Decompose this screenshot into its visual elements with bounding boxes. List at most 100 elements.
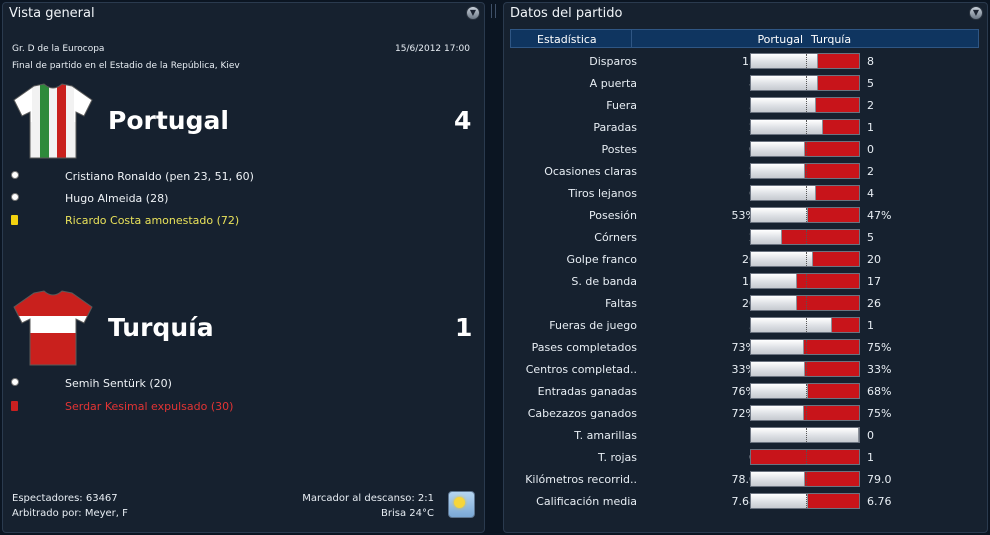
stat-row: Postes00 [510, 140, 979, 158]
bar-midline [806, 252, 807, 266]
stat-label: Golpe franco [566, 253, 637, 266]
event-text[interactable]: Serdar Kesimal expulsado (30) [65, 400, 234, 413]
bar-midline [806, 208, 807, 222]
home-team-name[interactable]: Portugal [108, 106, 229, 135]
stat-away-value: 1 [867, 319, 874, 332]
home-column-header[interactable]: Portugal [757, 33, 803, 46]
away-team-score: 1 [455, 313, 473, 342]
stat-comparison-bar [750, 229, 860, 245]
bar-midline [806, 384, 807, 398]
stat-label: Tiros lejanos [568, 187, 637, 200]
stat-away-value: 0 [867, 143, 874, 156]
away-team-name[interactable]: Turquía [108, 313, 214, 342]
stat-row: Disparos 13 8 [510, 52, 979, 70]
stat-home-bar [751, 494, 808, 508]
stat-label: Posesión [589, 209, 637, 222]
stat-away-value: 0 [867, 429, 874, 442]
stat-label: Kilómetros recorrid.. [525, 473, 637, 486]
away-column-header[interactable]: Turquía [811, 33, 852, 46]
ball-icon [11, 193, 19, 201]
stat-label: Centros completad.. [525, 363, 637, 376]
stat-comparison-bar [750, 295, 860, 311]
stat-comparison-bar [750, 317, 860, 333]
stat-row: Cabezazos ganados 72% 75% [510, 404, 979, 422]
stat-away-value: 5 [867, 231, 874, 244]
stat-row: Faltas 20 26 [510, 294, 979, 312]
stat-label: T. rojas [598, 451, 637, 464]
stat-comparison-bar [750, 405, 860, 421]
event-text[interactable]: Hugo Almeida (28) [65, 192, 169, 205]
stat-away-value: 20 [867, 253, 881, 266]
stat-label: Disparos [589, 55, 637, 68]
home-event-goal: Cristiano Ronaldo (pen 23, 51, 60) [10, 170, 310, 184]
stat-comparison-bar [750, 273, 860, 289]
stat-home-bar [751, 120, 823, 134]
stat-row: Entradas ganadas 76% 68% [510, 382, 979, 400]
panel-menu-chevron-icon[interactable]: ▼ [969, 6, 983, 20]
stat-comparison-bar [750, 339, 860, 355]
bar-midline [806, 428, 807, 442]
stat-home-bar [751, 472, 805, 486]
stat-away-value: 17 [867, 275, 881, 288]
stat-label: Faltas [605, 297, 637, 310]
stat-label: Córners [594, 231, 637, 244]
stat-label: T. amarillas [574, 429, 637, 442]
stat-home-bar [751, 384, 808, 398]
away-event-goal: Semih Sentürk (20) [10, 377, 310, 391]
match-venue-status: Final de partido en el Estadio de la Rep… [12, 61, 240, 71]
stat-column-header[interactable]: Estadística [537, 33, 597, 46]
bar-midline [806, 406, 807, 420]
bar-midline [806, 120, 807, 134]
stat-label: Cabezazos ganados [527, 407, 637, 420]
stat-home-bar [751, 296, 797, 310]
bar-midline [806, 450, 807, 464]
stat-comparison-bar [750, 493, 860, 509]
stat-away-value: 1 [867, 451, 874, 464]
panel-splitter[interactable] [489, 2, 499, 533]
stat-comparison-bar [750, 75, 860, 91]
stat-row: S. de banda 13 17 [510, 272, 979, 290]
stat-away-value: 6.76 [867, 495, 892, 508]
stat-home-value: 72% [731, 407, 756, 420]
bar-midline [806, 186, 807, 200]
stat-home-bar [751, 362, 805, 376]
stat-row: Golpe franco 26 20 [510, 250, 979, 268]
competition-label: Gr. D de la Eurocopa [12, 44, 105, 54]
stat-home-bar [751, 164, 805, 178]
stat-label: Fueras de juego [549, 319, 637, 332]
panel-menu-chevron-icon[interactable]: ▼ [466, 6, 480, 20]
stat-comparison-bar [750, 449, 860, 465]
stat-comparison-bar [750, 163, 860, 179]
stat-label: Paradas [593, 121, 637, 134]
event-text[interactable]: Cristiano Ronaldo (pen 23, 51, 60) [65, 170, 254, 183]
match-stats-panel: Datos del partido ▼ [503, 2, 988, 533]
stat-comparison-bar [750, 119, 860, 135]
bar-midline [806, 362, 807, 376]
stat-comparison-bar [750, 471, 860, 487]
stat-comparison-bar [750, 185, 860, 201]
stat-label: Calificación media [536, 495, 637, 508]
event-text[interactable]: Ricardo Costa amonestado (72) [65, 214, 240, 227]
bar-midline [806, 54, 807, 68]
stat-home-bar [751, 428, 859, 442]
halftime-score-label: Marcador al descanso: 2:1 [302, 493, 434, 504]
stat-row: Fueras de juego31 [510, 316, 979, 334]
stat-away-value: 75% [867, 341, 892, 354]
stat-label: Fuera [606, 99, 637, 112]
match-stats-panel-title: Datos del partido [510, 6, 623, 21]
stat-row: Paradas21 [510, 118, 979, 136]
stat-row: Kilómetros recorrid.. 78.0 79.0 [510, 470, 979, 488]
stat-home-bar [751, 340, 804, 354]
stat-away-value: 2 [867, 99, 874, 112]
event-text[interactable]: Semih Sentürk (20) [65, 377, 172, 390]
referee-label[interactable]: Arbitrado por: Meyer, F [12, 508, 128, 519]
stat-row: Centros completad.. 33% 33% [510, 360, 979, 378]
stat-comparison-bar [750, 383, 860, 399]
stat-home-bar [751, 76, 818, 90]
stat-home-value: 53% [731, 209, 756, 222]
ball-icon [11, 378, 19, 386]
stat-home-bar [751, 252, 813, 266]
stat-home-bar [751, 98, 816, 112]
stat-row: Pases completados 73% 75% [510, 338, 979, 356]
weather-icon [448, 491, 475, 518]
